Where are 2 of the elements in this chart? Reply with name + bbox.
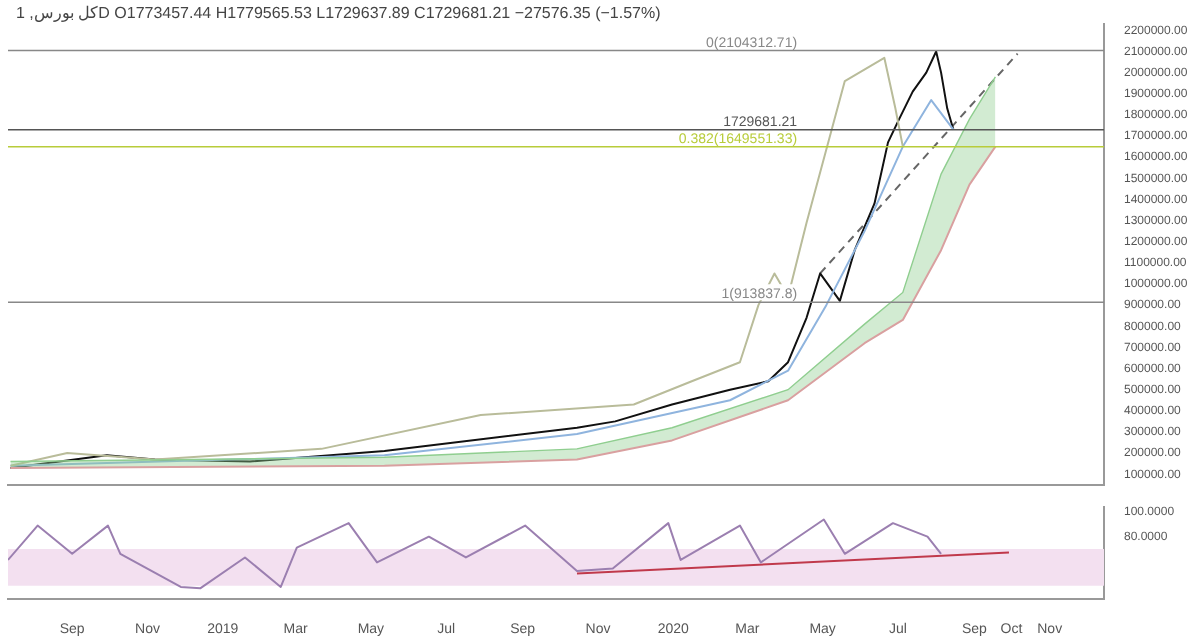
chart-subtitle: O1773457.44 H1779565.53 L1729637.89 C1729681.21 −27576.35 (−1.57%) — [114, 4, 661, 22]
chart-title: کل بورس, 1D — [16, 4, 110, 22]
